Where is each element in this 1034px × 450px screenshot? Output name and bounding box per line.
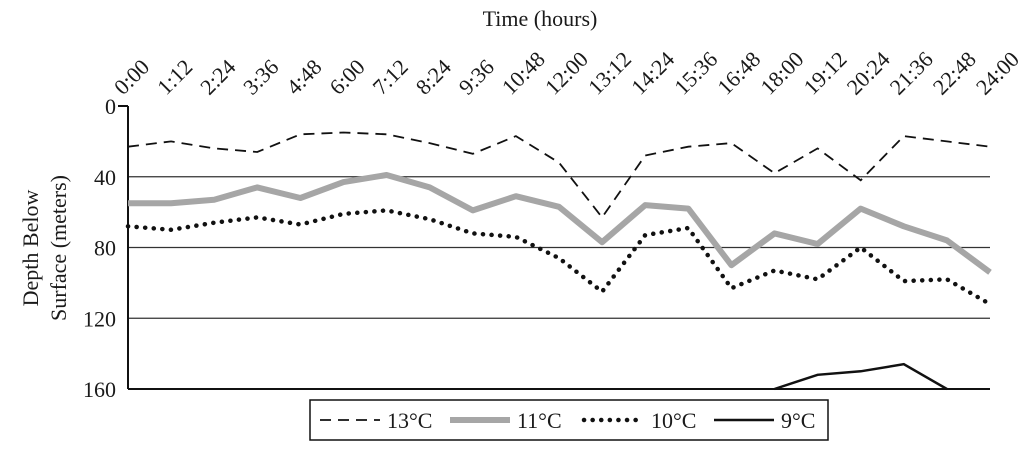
x-tick-label: 8:24 [411, 54, 456, 99]
x-tick-label: 3:36 [238, 54, 283, 99]
x-tick-label: 19:12 [798, 46, 851, 99]
x-tick-labels: 0:001:122:243:364:486:007:128:249:3610:4… [109, 46, 1024, 99]
legend: 13°C 11°C 10°C 9°C [309, 399, 829, 441]
x-tick-label: 6:00 [324, 54, 369, 99]
series-lines [125, 131, 993, 391]
series-line-13°C [127, 131, 991, 219]
x-tick-label: 4:48 [281, 54, 326, 99]
x-tick-label: 15:36 [669, 46, 722, 99]
y-tick-labels: 0 40 80 120 160 [83, 94, 116, 402]
x-tick-label: 9:36 [454, 54, 499, 99]
axes [118, 105, 990, 390]
y-tick-label-40: 40 [94, 165, 116, 190]
y-tick-label-120: 120 [83, 306, 116, 331]
legend-label-13°C: 13°C [387, 408, 432, 433]
legend-label-11°C: 11°C [517, 408, 562, 433]
series-line-10°C [125, 208, 993, 307]
x-tick-label: 14:24 [626, 46, 679, 99]
legend-label-10°C: 10°C [651, 408, 696, 433]
grid-lines [128, 176, 990, 319]
x-tick-label: 24:00 [971, 46, 1024, 99]
y-tick-label-160: 160 [83, 377, 116, 402]
series-line-9°C [774, 362, 948, 391]
x-tick-label: 12:00 [540, 46, 593, 99]
x-tick-label: 0:00 [109, 54, 154, 99]
x-tick-label: 22:48 [928, 46, 981, 99]
y-tick-label-80: 80 [94, 236, 116, 261]
chart-title: Time (hours) [483, 6, 598, 31]
x-tick-label: 10:48 [497, 46, 550, 99]
y-tick-label-0: 0 [105, 94, 116, 119]
y-axis-label-line-2: Surface (meters) [46, 175, 71, 321]
x-tick-label: 13:12 [583, 46, 636, 99]
y-axis-label-line-1: Depth Below [18, 190, 43, 307]
x-tick-label: 18:00 [755, 46, 808, 99]
x-tick-label: 1:12 [152, 54, 197, 99]
x-tick-label: 20:24 [842, 46, 895, 99]
x-tick-label: 2:24 [195, 54, 240, 99]
x-tick-label: 21:36 [885, 46, 938, 99]
legend-label-9°C: 9°C [781, 408, 815, 433]
x-tick-label: 7:12 [367, 54, 412, 99]
x-tick-label: 16:48 [712, 46, 765, 99]
series-line-11°C [128, 172, 992, 275]
